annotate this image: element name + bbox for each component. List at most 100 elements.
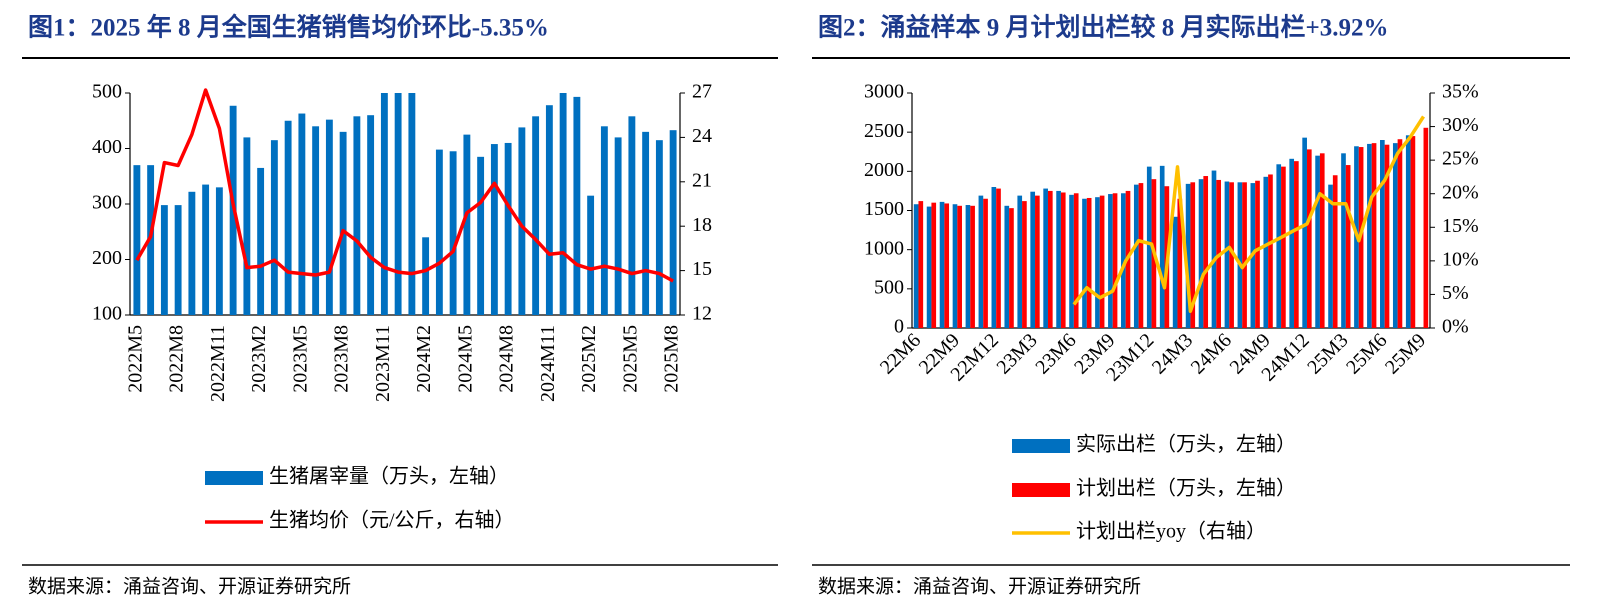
legend-label: 计划出栏yoy（右轴） [1076,520,1266,543]
y2-tick-label: 27 [692,81,712,103]
bar [174,205,182,315]
bar [1004,205,1010,328]
x-tick-label: 2025M2 [578,325,600,393]
bar [1302,137,1307,328]
bar [996,188,1001,328]
x-tick-label: 2022M11 [207,325,229,402]
bar [1030,191,1036,328]
y2-tick-label: 15% [1442,215,1479,237]
bar [1224,181,1230,328]
bar [339,131,347,315]
bar [587,195,595,315]
bar [628,116,636,315]
bar [463,134,471,315]
bar [1397,139,1403,328]
bar [573,96,581,315]
bar [477,156,485,315]
bar [1380,140,1385,328]
x-tick-label: 2023M11 [372,325,394,402]
bar [1177,198,1183,328]
bar [435,149,443,315]
bar [1345,165,1351,328]
bar [394,93,402,315]
x-tick-label: 24M6 [1187,329,1236,378]
y2-tick-label: 0% [1442,316,1469,338]
y-tick-label: 1000 [864,237,904,259]
bar [1315,155,1320,328]
legend-swatch [205,471,263,485]
bar [965,205,971,328]
bar [1341,153,1346,328]
bar [1255,180,1260,328]
bar [215,187,223,315]
bar [545,105,553,316]
bar [422,237,430,315]
bar [1384,144,1390,328]
bar [978,195,984,328]
y-tick-label: 500 [874,276,904,298]
x-tick-label: 2024M5 [454,325,476,393]
bar [257,167,265,315]
bar [1133,184,1139,328]
chart-title: 图2：涌益样本 9 月计划出栏较 8 月实际出栏+3.92% [818,13,1389,42]
y-tick-label: 2000 [864,159,904,181]
bar [1009,208,1014,328]
y-tick-label: 500 [92,81,122,103]
x-tick-label: 2024M2 [413,325,435,393]
bar [991,187,997,328]
legend-label: 生猪屠宰量（万头，左轴） [269,465,509,488]
bar [1056,190,1061,328]
bar [952,204,958,328]
legend-label: 计划出栏（万头，左轴） [1076,477,1296,500]
legend-swatch [1012,483,1070,497]
bar [1392,143,1398,328]
bar [518,127,526,315]
bar [944,203,950,328]
y2-tick-label: 25% [1442,148,1479,170]
y2-tick-label: 10% [1442,248,1479,270]
bar [669,130,677,315]
bar [1294,161,1299,328]
x-tick-label: 23M3 [992,329,1041,378]
bar [970,205,975,328]
bar [160,205,168,315]
bar [918,201,924,328]
x-tick-label: 2025M5 [619,325,641,393]
bar [1203,176,1209,328]
bar [1073,193,1079,328]
bar [298,113,306,315]
x-tick-label: 23M6 [1031,329,1080,378]
bar [913,204,919,328]
y2-tick-label: 30% [1442,114,1479,136]
y2-tick-label: 18 [692,214,712,236]
bar [367,115,375,315]
bar [1069,194,1074,328]
bar [1211,170,1217,328]
x-tick-label: 24M3 [1148,329,1197,378]
y2-tick-label: 20% [1442,181,1479,203]
x-tick-label: 2024M11 [537,325,559,402]
bar [1289,158,1295,328]
bar [270,140,278,315]
x-tick-label: 25M9 [1381,329,1430,378]
bar [1405,135,1411,328]
bar [559,93,567,315]
bar [243,137,251,315]
bar [449,151,457,315]
bar [1332,175,1338,328]
bar [1146,166,1152,328]
bar [1276,164,1282,328]
x-tick-label: 2022M5 [124,325,146,393]
bar [957,205,962,328]
y-tick-label: 200 [92,247,122,269]
bar [1237,182,1243,328]
line [135,88,674,283]
bar [931,202,937,328]
x-tick-label: 25M6 [1342,329,1391,378]
bar [1410,136,1416,328]
bar [1423,127,1429,328]
bar [1035,195,1040,328]
bar [1022,201,1027,328]
bar [1367,143,1372,328]
bar [1172,216,1178,328]
